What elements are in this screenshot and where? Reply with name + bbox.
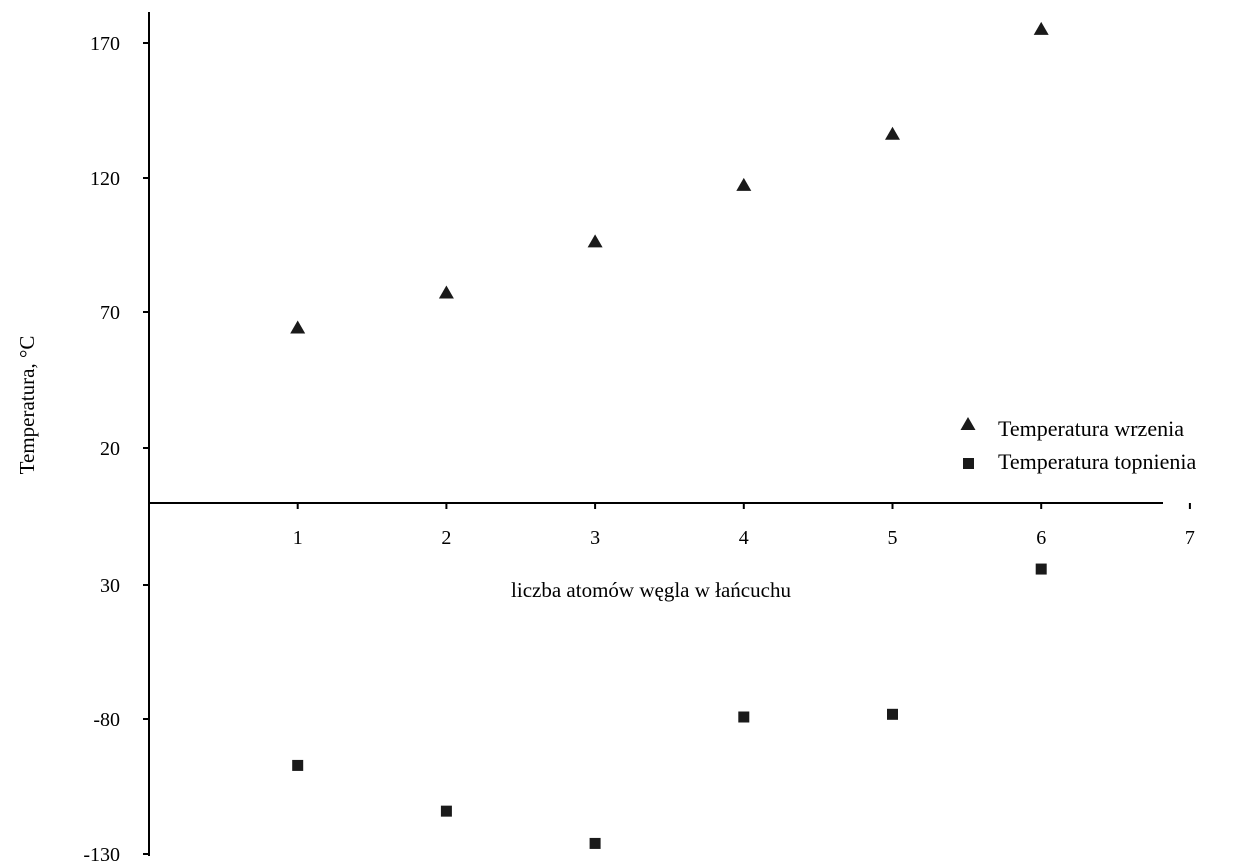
data-point-triangle[interactable]	[885, 126, 900, 140]
legend-item-melting[interactable]: Temperatura topnienia	[963, 449, 1196, 474]
y-axis-label: Temperatura, °C	[15, 336, 39, 475]
data-point-square[interactable]	[589, 837, 601, 849]
y-tick-label: -130	[83, 844, 120, 866]
legend-marker-square	[963, 458, 974, 469]
x-tick-label: 6	[1036, 527, 1046, 549]
data-series	[290, 21, 1049, 849]
data-point-triangle[interactable]	[1033, 21, 1049, 35]
data-point-square[interactable]	[292, 759, 304, 771]
y-tick-label: 30	[100, 575, 120, 597]
data-point-triangle[interactable]	[290, 320, 306, 334]
y-tick-label: -80	[93, 709, 120, 731]
data-point-square[interactable]	[887, 708, 898, 720]
series-melting	[292, 563, 1047, 849]
y-tick-label: 70	[100, 302, 120, 324]
x-axis: 1 2 3 4 5 6 7	[149, 502, 1195, 549]
series-boiling	[290, 21, 1049, 334]
data-point-triangle[interactable]	[438, 285, 454, 299]
y-tick-label: 120	[90, 168, 120, 190]
data-point-triangle[interactable]	[736, 177, 752, 191]
data-point-square[interactable]	[1035, 563, 1047, 575]
data-point-square[interactable]	[738, 711, 750, 723]
y-tick-label: 170	[90, 33, 120, 55]
x-tick-label: 7	[1185, 527, 1195, 549]
data-point-triangle[interactable]	[587, 234, 603, 248]
legend-marker-triangle	[960, 417, 976, 430]
x-tick-label: 4	[739, 527, 749, 549]
data-point-square[interactable]	[440, 805, 452, 817]
legend-label-melting: Temperatura topnienia	[998, 449, 1196, 474]
legend-item-boiling[interactable]: Temperatura wrzenia	[960, 416, 1185, 441]
y-axis: 170 120 70 20 30 -80 -130	[83, 12, 150, 866]
x-tick-label: 2	[441, 527, 451, 549]
x-tick-label: 5	[888, 527, 898, 549]
y-tick-label: 20	[100, 438, 120, 460]
x-tick-label: 3	[590, 527, 600, 549]
x-tick-label: 1	[293, 527, 303, 549]
legend-label-boiling: Temperatura wrzenia	[998, 416, 1184, 441]
x-axis-label: liczba atomów węgla w łańcuchu	[511, 578, 791, 602]
legend: Temperatura wrzenia Temperatura topnieni…	[960, 416, 1196, 474]
